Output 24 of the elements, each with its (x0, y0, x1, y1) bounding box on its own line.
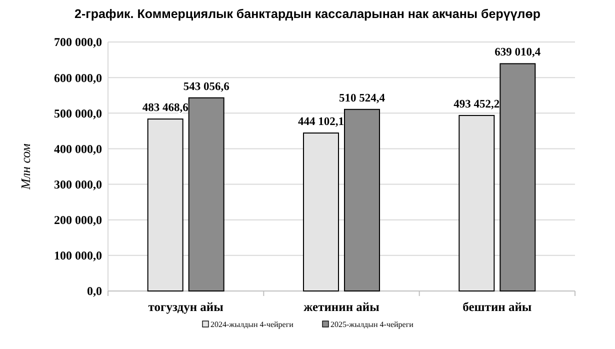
data-label: 444 102,1 (298, 116, 344, 128)
x-tick-label: жетинин айы (304, 300, 380, 314)
chart-title: 2-график. Коммерциялык банктардын кассаларынан нак акчаны берүүлөр (74, 7, 541, 21)
legend-label: 2024-жылдын 4-чейреги (210, 320, 294, 329)
y-tick-label: 300 000,0 (54, 177, 102, 192)
data-label: 510 524,4 (339, 92, 386, 104)
legend-label: 2025-жылдын 4-чейреги (330, 320, 414, 329)
y-tick-label: 700 000,0 (54, 35, 102, 50)
y-tick-label: 500 000,0 (54, 106, 102, 120)
y-tick-label: 400 000,0 (54, 142, 102, 156)
data-label: 639 010,4 (494, 46, 541, 59)
y-tick-label: 0,0 (87, 284, 102, 298)
x-tick-label: бештин айы (462, 300, 532, 314)
y-tick-label: 600 000,0 (54, 70, 102, 85)
data-label: 493 452,2 (454, 98, 500, 110)
data-label: 543 056,6 (183, 80, 230, 93)
bar (500, 63, 536, 292)
y-tick-label: 200 000,0 (54, 213, 102, 228)
data-label: 483 468,6 (142, 102, 189, 114)
y-axis-title: Млн сом (18, 144, 33, 190)
y-tick-label: 100 000,0 (54, 248, 102, 263)
bar (188, 97, 224, 292)
x-tick-label: тогуздун айы (148, 300, 224, 314)
bar (344, 108, 380, 292)
